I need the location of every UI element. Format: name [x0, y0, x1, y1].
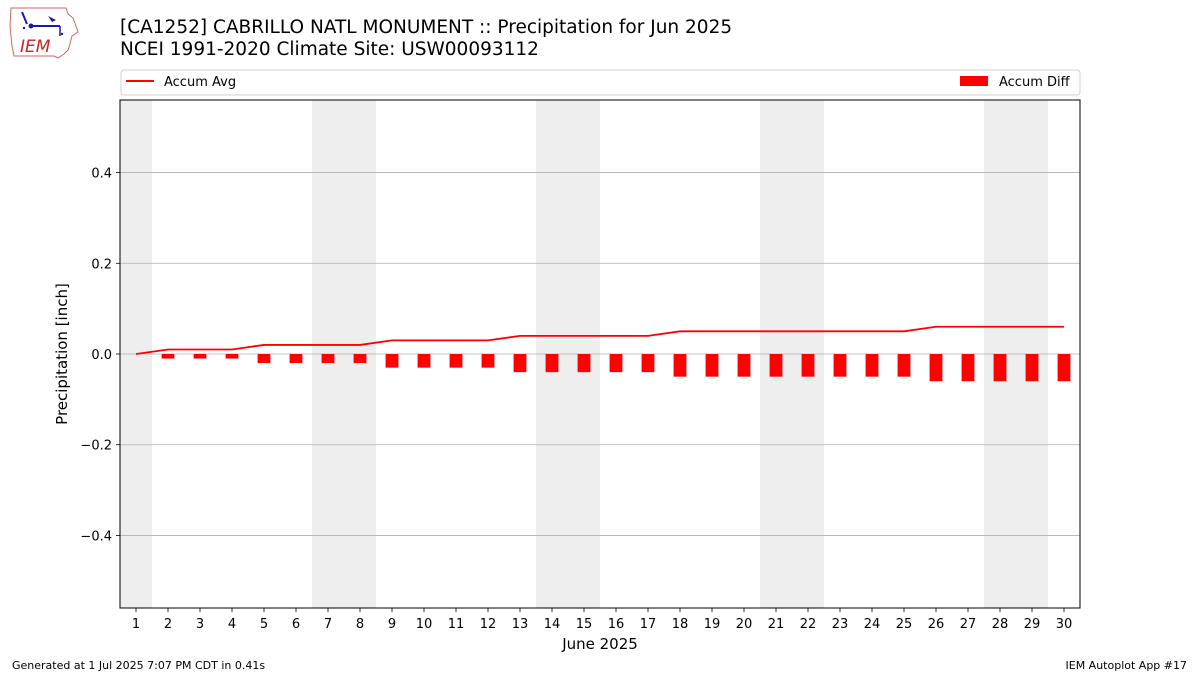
- x-tick-label-3: 3: [196, 617, 204, 632]
- x-tick-label-21: 21: [768, 617, 785, 632]
- x-tick-label-14: 14: [544, 617, 561, 632]
- legend-box: [120, 69, 1081, 96]
- bar-day-11: [449, 354, 463, 368]
- x-tick-label-27: 27: [960, 617, 977, 632]
- x-tick-label-25: 25: [896, 617, 913, 632]
- plot-frame: [119, 99, 1081, 609]
- x-tick-label-17: 17: [640, 617, 657, 632]
- x-tick-label-6: 6: [292, 617, 300, 632]
- bar-day-28: [993, 354, 1007, 382]
- bar-day-8: [353, 354, 367, 364]
- y-tick-label-2: 0.0: [91, 348, 112, 363]
- x-tick-label-1: 1: [132, 617, 140, 632]
- title-line-1: [CA1252] CABRILLO NATL MONUMENT :: Preci…: [120, 17, 733, 38]
- bar-day-6: [289, 354, 303, 364]
- y-axis-label: Precipitation [inch]: [53, 283, 71, 425]
- x-tick-label-8: 8: [356, 617, 364, 632]
- bar-day-19: [705, 354, 719, 377]
- x-tick-label-29: 29: [1024, 617, 1041, 632]
- bar-day-2: [161, 354, 175, 359]
- legend: Accum Avg Accum Diff: [120, 69, 1081, 96]
- x-axis-label: June 2025: [561, 635, 638, 653]
- x-tick-label-24: 24: [864, 617, 881, 632]
- app-label: IEM Autoplot App #17: [1065, 659, 1188, 672]
- x-tick-label-30: 30: [1056, 617, 1073, 632]
- y-tick-label-0: −0.4: [80, 529, 112, 544]
- legend-label-accum-diff: Accum Diff: [999, 75, 1071, 90]
- x-tick-label-5: 5: [260, 617, 268, 632]
- x-tick-label-28: 28: [992, 617, 1009, 632]
- bar-day-22: [801, 354, 815, 377]
- x-tick-label-2: 2: [164, 617, 172, 632]
- bar-day-21: [769, 354, 783, 377]
- y-tick-label-3: 0.2: [91, 257, 112, 272]
- x-tick-label-11: 11: [448, 617, 465, 632]
- legend-swatch-accum-diff: [960, 76, 988, 86]
- logo-text: IEM: [20, 37, 51, 57]
- x-tick-label-23: 23: [832, 617, 849, 632]
- x-tick-label-18: 18: [672, 617, 689, 632]
- iem-logo: IEM: [8, 6, 80, 60]
- bar-day-4: [225, 354, 239, 359]
- legend-label-accum-avg: Accum Avg: [164, 75, 236, 90]
- x-tick-label-16: 16: [608, 617, 625, 632]
- x-tick-label-7: 7: [324, 617, 332, 632]
- y-tick-label-4: 0.4: [91, 167, 112, 182]
- bar-day-26: [929, 354, 943, 382]
- bar-day-30: [1057, 354, 1071, 382]
- bar-day-27: [961, 354, 975, 382]
- bar-day-10: [417, 354, 431, 368]
- x-tick-label-13: 13: [512, 617, 529, 632]
- bar-day-29: [1025, 354, 1039, 382]
- x-tick-label-15: 15: [576, 617, 593, 632]
- bar-day-9: [385, 354, 399, 368]
- x-tick-label-20: 20: [736, 617, 753, 632]
- bar-day-5: [257, 354, 271, 364]
- bar-day-17: [641, 354, 655, 373]
- bar-day-13: [513, 354, 527, 373]
- title-line-2: NCEI 1991-2020 Climate Site: USW00093112: [120, 39, 539, 60]
- bar-day-23: [833, 354, 847, 377]
- x-tick-label-12: 12: [480, 617, 497, 632]
- bar-day-3: [193, 354, 207, 359]
- bar-day-20: [737, 354, 751, 377]
- x-tick-label-26: 26: [928, 617, 945, 632]
- bar-day-18: [673, 354, 687, 377]
- x-tick-label-10: 10: [416, 617, 433, 632]
- bar-day-12: [481, 354, 495, 368]
- y-tick-label-1: −0.2: [80, 439, 112, 454]
- bar-day-14: [545, 354, 559, 373]
- x-tick-label-19: 19: [704, 617, 721, 632]
- bar-day-15: [577, 354, 591, 373]
- x-tick-label-22: 22: [800, 617, 817, 632]
- generated-timestamp: Generated at 1 Jul 2025 7:07 PM CDT in 0…: [12, 659, 266, 672]
- plot-area: −0.4−0.20.00.20.41 2 3 4 5 6 7 8 9 10 11 12 13 14 15 16…: [53, 99, 1081, 653]
- bar-day-24: [865, 354, 879, 377]
- bar-day-16: [609, 354, 623, 373]
- accum-avg-line: [135, 325, 1064, 355]
- x-tick-label-9: 9: [388, 617, 396, 632]
- bar-day-7: [321, 354, 335, 364]
- x-tick-label-4: 4: [228, 617, 236, 632]
- chart-title: [CA1252] CABRILLO NATL MONUMENT :: Preci…: [120, 17, 732, 61]
- bar-day-25: [897, 354, 911, 377]
